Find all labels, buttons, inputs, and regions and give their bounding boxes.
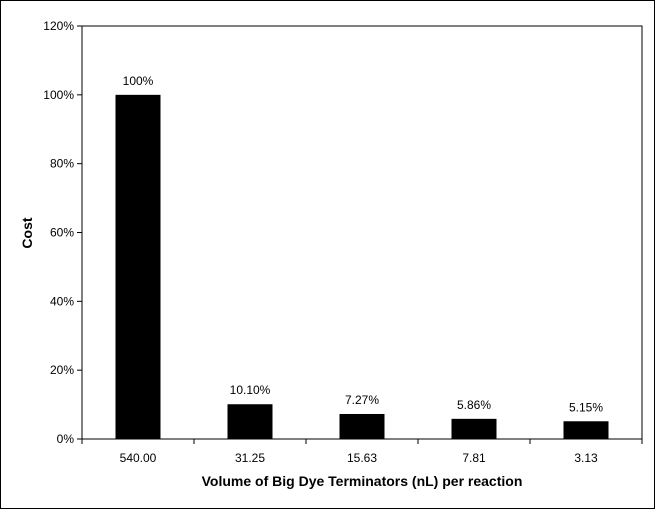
bar-data-label: 5.86%: [457, 398, 491, 412]
x-axis-tick-labels: 540.00 31.25 15.63 7.81 3.13: [120, 451, 598, 465]
plot-area: [81, 25, 643, 440]
x-tick-label: 31.25: [235, 451, 265, 465]
bar-data-labels: 100% 10.10% 7.27% 5.86% 5.15%: [123, 74, 604, 414]
y-tick-label: 0%: [57, 432, 75, 446]
y-tick-label: 100%: [43, 88, 74, 102]
y-tick-label: 120%: [43, 19, 74, 33]
bar-data-label: 7.27%: [345, 393, 379, 407]
bar-data-label: 100%: [123, 74, 154, 88]
bar: [563, 421, 609, 439]
bar: [339, 413, 385, 439]
x-tick-label: 3.13: [574, 451, 598, 465]
x-axis-title: Volume of Big Dye Terminators (nL) per r…: [202, 473, 523, 489]
y-tick-label: 80%: [50, 157, 74, 171]
bar: [115, 94, 161, 439]
bar: [227, 404, 273, 439]
y-axis-title: Cost: [19, 217, 35, 248]
x-axis-ticks: [81, 439, 643, 444]
y-tick-label: 20%: [50, 363, 74, 377]
x-tick-label: 15.63: [347, 451, 377, 465]
y-tick-label: 40%: [50, 294, 74, 308]
y-axis-ticks: [77, 25, 82, 440]
y-tick-label: 60%: [50, 226, 74, 240]
bar-series: [115, 94, 609, 439]
bar-data-label: 10.10%: [230, 383, 271, 397]
bar-data-label: 5.15%: [569, 400, 603, 414]
y-axis-tick-labels: 0% 20% 40% 60% 80% 100% 120%: [43, 19, 74, 446]
x-tick-label: 540.00: [120, 451, 157, 465]
bar: [451, 418, 497, 439]
plot-border: [81, 25, 643, 440]
x-tick-label: 7.81: [462, 451, 486, 465]
